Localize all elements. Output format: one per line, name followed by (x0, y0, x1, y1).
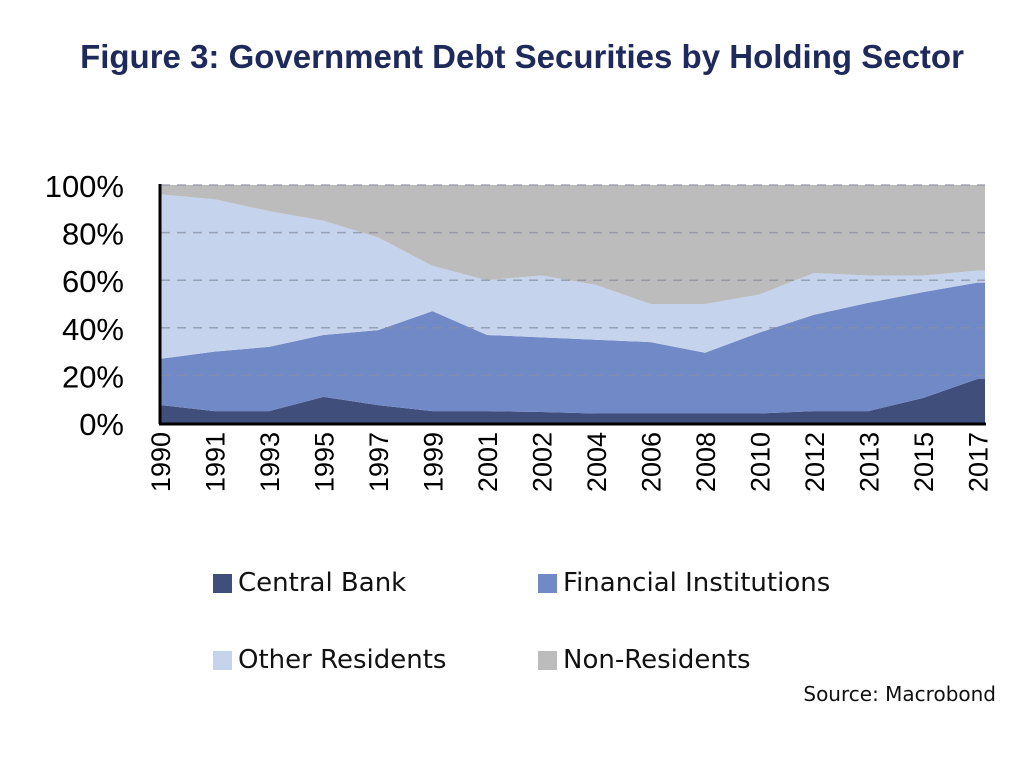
legend-label: Non-Residents (563, 645, 751, 675)
y-tick-label: 100% (45, 169, 124, 204)
y-tick-label: 60% (62, 264, 124, 299)
x-tick-label: 2013 (855, 432, 885, 492)
x-tick-label: 1993 (255, 432, 285, 492)
x-tick-label: 1995 (310, 432, 340, 492)
legend-swatch (538, 650, 557, 670)
legend-label: Financial Institutions (563, 568, 831, 598)
legend-other-residents: Other Residents (213, 645, 446, 675)
y-tick-label: 80% (62, 217, 124, 252)
x-tick-label: 2002 (528, 432, 558, 492)
x-tick-label: 2004 (582, 432, 612, 492)
x-tick-label: 2001 (473, 432, 503, 492)
x-tick-label: 2006 (637, 432, 667, 492)
y-tick-label: 0% (79, 407, 124, 442)
legend-central-bank: Central Bank (213, 568, 406, 598)
x-tick-label: 1999 (419, 432, 449, 492)
legend-label: Other Residents (238, 645, 447, 675)
area-non-residents (161, 185, 985, 304)
x-tick-label: 1991 (201, 432, 231, 492)
area-financial-institutions (161, 282, 985, 414)
x-tick-label: 1990 (146, 432, 176, 492)
source-note: Source: Macrobond (803, 682, 996, 706)
x-tick-label: 2012 (800, 432, 830, 492)
area-central-bank (161, 378, 985, 423)
legend-swatch (213, 650, 232, 670)
chart-title: Figure 3: Government Debt Securities by … (80, 38, 964, 75)
legend-swatch (538, 573, 557, 593)
y-tick-label: 20% (62, 359, 124, 394)
x-tick-label: 2017 (964, 432, 994, 492)
area-other-residents (161, 194, 985, 359)
legend-financial-institutions: Financial Institutions (538, 568, 830, 598)
legend-non-residents: Non-Residents (538, 645, 751, 675)
x-tick-label: 2015 (909, 432, 939, 492)
x-tick-label: 2008 (691, 432, 721, 492)
legend-swatch (213, 573, 232, 593)
y-tick-label: 40% (62, 312, 124, 347)
x-tick-label: 2010 (746, 432, 776, 492)
legend-label: Central Bank (238, 568, 407, 598)
x-tick-label: 1997 (364, 432, 394, 492)
